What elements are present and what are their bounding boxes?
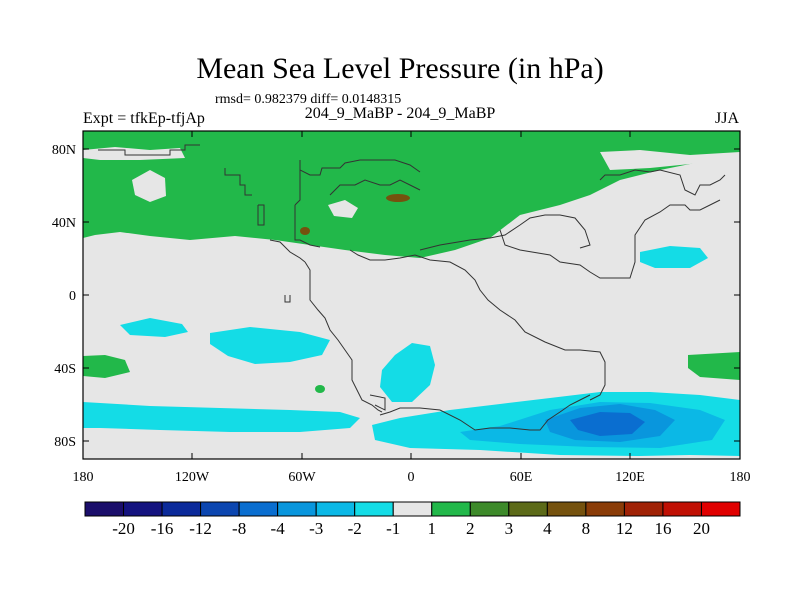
lat-label-40n: 40N <box>52 216 76 231</box>
positive-region-south-1 <box>83 355 130 378</box>
negative-region-4 <box>380 343 435 402</box>
colorbar-swatch <box>623 501 664 517</box>
colorbar-label: 16 <box>654 519 671 538</box>
colorbar <box>84 501 741 517</box>
lon-tick-marks <box>82 131 741 459</box>
neutral-hole-2 <box>328 200 358 218</box>
colorbar-swatch <box>662 501 702 517</box>
colorbar-label: 8 <box>582 519 591 538</box>
colorbar-swatch <box>392 501 433 517</box>
lon-label-180e: 180 <box>730 470 751 485</box>
colorbar-swatch <box>546 501 587 517</box>
colorbar-label: -3 <box>309 519 323 538</box>
negative-region-5 <box>83 402 360 432</box>
colorbar-label: -8 <box>232 519 246 538</box>
negative-region-south-core <box>570 412 645 436</box>
colorbar-labels: -20 -16 -12 -8 -4 -3 -2 -1 1 2 3 4 8 12 16 20 <box>112 519 710 538</box>
positive-spot-2 <box>300 227 310 235</box>
lat-label-80s: 80S <box>54 435 76 450</box>
colorbar-swatch <box>585 501 625 517</box>
contour-fills <box>83 131 740 456</box>
colorbar-swatch <box>431 501 471 517</box>
colorbar-swatch <box>84 501 125 517</box>
colorbar-label: 1 <box>428 519 437 538</box>
colorbar-swatch <box>200 501 240 517</box>
stats-label: rmsd= 0.982379 diff= 0.0148315 <box>215 92 402 107</box>
lon-label-180w: 180 <box>73 470 94 485</box>
negative-region-2 <box>120 318 188 337</box>
lat-tick-marks <box>83 148 740 442</box>
colorbar-label: 3 <box>505 519 514 538</box>
colorbar-label: -12 <box>189 519 212 538</box>
experiment-pair-label: 204_9_MaBP - 204_9_MaBP <box>304 105 496 122</box>
colorbar-label: 2 <box>466 519 475 538</box>
lat-label-80n: 80N <box>52 143 76 158</box>
positive-region-south-2 <box>688 352 740 380</box>
colorbar-swatch <box>508 501 548 517</box>
neutral-hole-1 <box>132 170 166 202</box>
colorbar-label: -2 <box>348 519 362 538</box>
positive-spot-1 <box>386 194 410 202</box>
colorbar-swatch <box>354 501 394 517</box>
negative-region-3 <box>210 327 330 364</box>
negative-region-1 <box>640 246 708 268</box>
lat-label-40s: 40S <box>54 362 76 377</box>
colorbar-swatch <box>315 501 356 517</box>
colorbar-label: -1 <box>386 519 400 538</box>
lon-label-120e: 120E <box>615 470 645 485</box>
map-title: Mean Sea Level Pressure (in hPa) <box>196 52 604 85</box>
colorbar-label: 12 <box>616 519 633 538</box>
experiment-label: Expt = tfkEp-tfjAp <box>83 110 205 127</box>
colorbar-swatch <box>469 501 510 517</box>
colorbar-swatch <box>238 501 279 517</box>
lon-label-0: 0 <box>408 470 415 485</box>
colorbar-label: -16 <box>151 519 174 538</box>
colorbar-swatch <box>700 501 741 517</box>
colorbar-label: 4 <box>543 519 552 538</box>
coastlines <box>98 144 726 431</box>
positive-region-north <box>83 131 740 258</box>
colorbar-swatch <box>123 501 163 517</box>
lon-label-120w: 120W <box>175 470 210 485</box>
lon-label-60w: 60W <box>288 470 316 485</box>
colorbar-swatch <box>161 501 202 517</box>
season-label: JJA <box>715 110 740 127</box>
lat-label-0: 0 <box>69 289 76 304</box>
colorbar-swatch <box>277 501 317 517</box>
colorbar-label: -20 <box>112 519 135 538</box>
positive-spot-3 <box>315 385 325 393</box>
neutral-hole-east <box>600 150 740 170</box>
colorbar-label: 20 <box>693 519 710 538</box>
colorbar-label: -4 <box>271 519 286 538</box>
lon-label-60e: 60E <box>510 470 533 485</box>
